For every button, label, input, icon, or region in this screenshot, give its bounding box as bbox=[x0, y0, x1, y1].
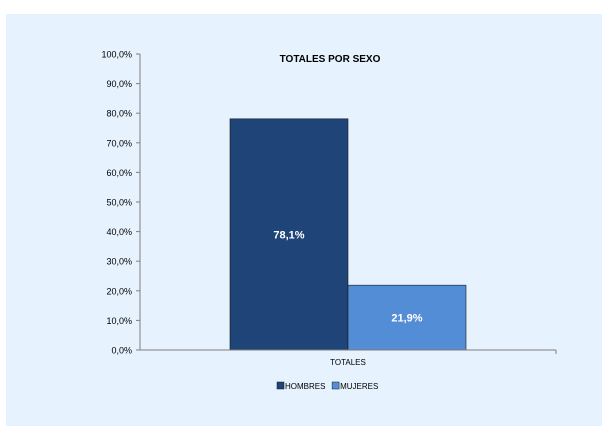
legend-label-hombres: HOMBRES bbox=[285, 382, 325, 391]
y-tick-label: 70,0% bbox=[106, 138, 132, 148]
x-tick-label: TOTALES bbox=[330, 358, 366, 367]
data-label-hombres: 78,1% bbox=[273, 229, 304, 241]
y-tick-label: 20,0% bbox=[106, 286, 132, 296]
chart-title: TOTALES POR SEXO bbox=[280, 54, 381, 65]
x-axis: TOTALES bbox=[140, 349, 557, 367]
bar-hombres bbox=[229, 118, 349, 351]
y-axis: 0,0% 10,0% 20,0% 30,0% 40,0% 50,0% 60,0% 70,0% 8… bbox=[101, 50, 141, 356]
y-tick-label: 10,0% bbox=[106, 316, 132, 326]
y-tick-label: 100,0% bbox=[101, 50, 132, 60]
legend-label-mujeres: MUJERES bbox=[340, 382, 378, 391]
bars: 78,1% 21,9% bbox=[229, 118, 467, 351]
legend: HOMBRES MUJERES bbox=[276, 381, 378, 391]
bar-mujeres bbox=[347, 284, 467, 351]
y-tick-label: 80,0% bbox=[106, 109, 132, 119]
y-tick-label: 90,0% bbox=[106, 79, 132, 89]
legend-swatch-mujeres bbox=[331, 381, 340, 390]
y-tick-label: 40,0% bbox=[106, 227, 132, 237]
y-tick-label: 50,0% bbox=[106, 198, 132, 208]
y-tick-label: 60,0% bbox=[106, 168, 132, 178]
y-tick-label: 30,0% bbox=[106, 257, 132, 267]
data-label-mujeres: 21,9% bbox=[391, 313, 422, 325]
legend-swatch-hombres bbox=[276, 381, 285, 390]
y-tick-label: 0,0% bbox=[111, 346, 132, 356]
